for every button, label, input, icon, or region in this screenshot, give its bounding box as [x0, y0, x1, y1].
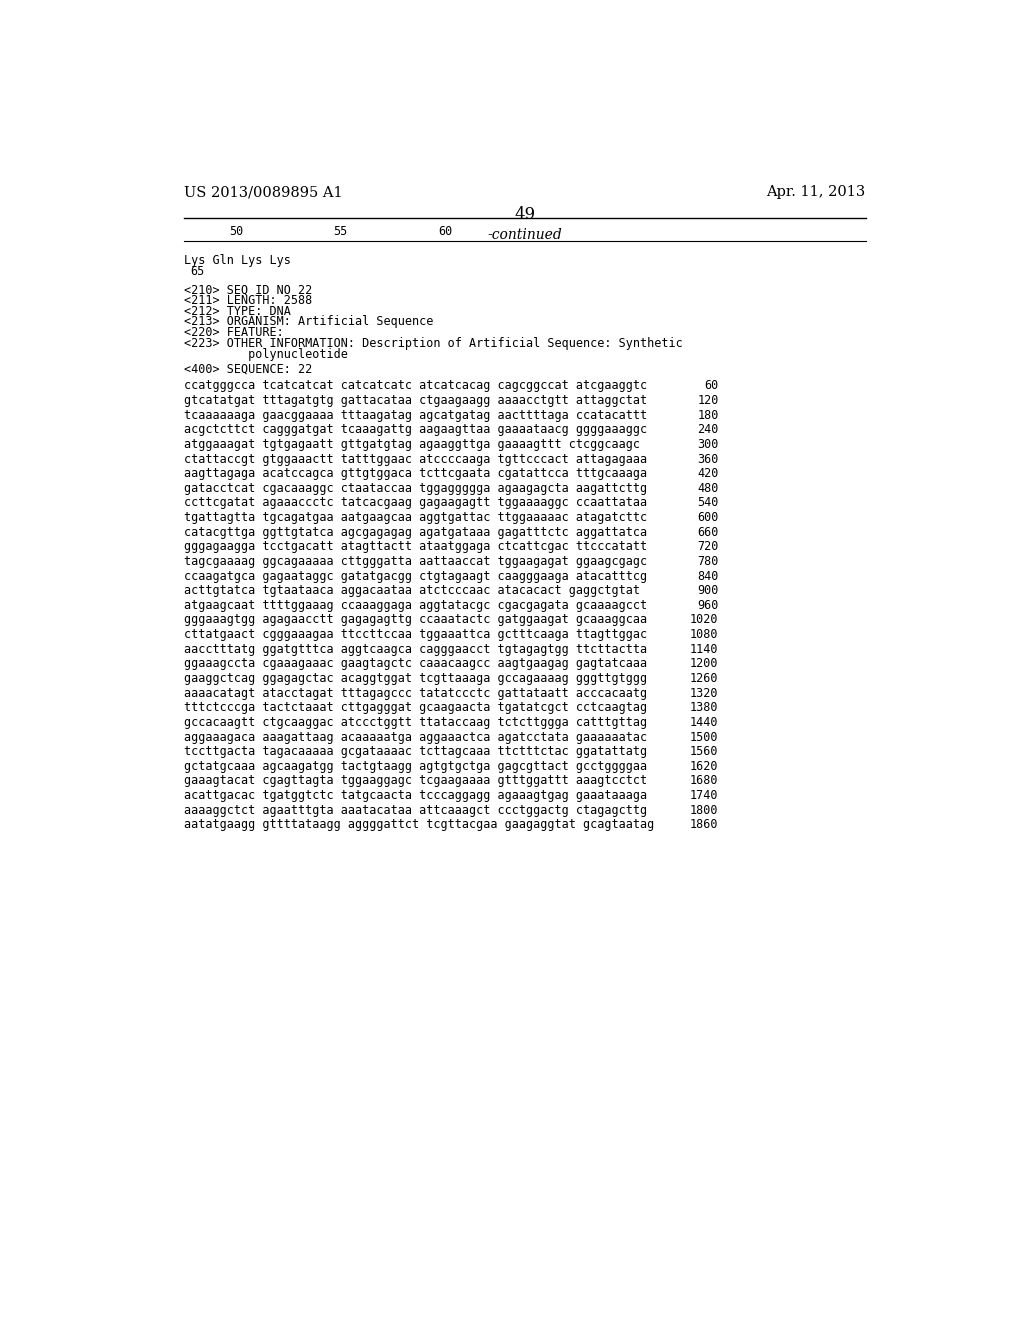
Text: <210> SEQ ID NO 22: <210> SEQ ID NO 22: [183, 284, 312, 296]
Text: aatatgaagg gttttataagg aggggattct tcgttacgaa gaagaggtat gcagtaatag: aatatgaagg gttttataagg aggggattct tcgtta…: [183, 818, 654, 832]
Text: 420: 420: [697, 467, 719, 480]
Text: 240: 240: [697, 424, 719, 437]
Text: tcaaaaaaga gaacggaaaa tttaagatag agcatgatag aacttttaga ccatacattt: tcaaaaaaga gaacggaaaa tttaagatag agcatga…: [183, 409, 647, 421]
Text: acgctcttct cagggatgat tcaaagattg aagaagttaa gaaaataacg ggggaaaggc: acgctcttct cagggatgat tcaaagattg aagaagt…: [183, 424, 647, 437]
Text: acattgacac tgatggtctc tatgcaacta tcccaggagg agaaagtgag gaaataaaga: acattgacac tgatggtctc tatgcaacta tcccagg…: [183, 789, 647, 803]
Text: 49: 49: [514, 206, 536, 223]
Text: 840: 840: [697, 570, 719, 582]
Text: 120: 120: [697, 395, 719, 407]
Text: 1020: 1020: [690, 614, 719, 627]
Text: 55: 55: [334, 226, 347, 239]
Text: gccacaagtt ctgcaaggac atccctggtt ttataccaag tctcttggga catttgttag: gccacaagtt ctgcaaggac atccctggtt ttatacc…: [183, 715, 647, 729]
Text: gatacctcat cgacaaaggc ctaataccaa tggaggggga agaagagcta aagattcttg: gatacctcat cgacaaaggc ctaataccaa tggaggg…: [183, 482, 647, 495]
Text: 1140: 1140: [690, 643, 719, 656]
Text: gaaagtacat cgagttagta tggaaggagc tcgaagaaaa gtttggattt aaagtcctct: gaaagtacat cgagttagta tggaaggagc tcgaaga…: [183, 775, 647, 788]
Text: <223> OTHER INFORMATION: Description of Artificial Sequence: Synthetic: <223> OTHER INFORMATION: Description of …: [183, 337, 683, 350]
Text: 780: 780: [697, 554, 719, 568]
Text: tttctcccga tactctaaat cttgagggat gcaagaacta tgatatcgct cctcaagtag: tttctcccga tactctaaat cttgagggat gcaagaa…: [183, 701, 647, 714]
Text: 1680: 1680: [690, 775, 719, 788]
Text: Lys Gln Lys Lys: Lys Gln Lys Lys: [183, 253, 291, 267]
Text: gggagaagga tcctgacatt atagttactt ataatggaga ctcattcgac ttcccatatt: gggagaagga tcctgacatt atagttactt ataatgg…: [183, 540, 647, 553]
Text: 1080: 1080: [690, 628, 719, 642]
Text: 50: 50: [228, 226, 243, 239]
Text: polynucleotide: polynucleotide: [183, 348, 348, 360]
Text: ccatgggcca tcatcatcat catcatcatc atcatcacag cagcggccat atcgaaggtc: ccatgggcca tcatcatcat catcatcatc atcatca…: [183, 379, 647, 392]
Text: US 2013/0089895 A1: US 2013/0089895 A1: [183, 185, 342, 199]
Text: 960: 960: [697, 599, 719, 612]
Text: 360: 360: [697, 453, 719, 466]
Text: tccttgacta tagacaaaaa gcgataaaac tcttagcaaa ttctttctac ggatattatg: tccttgacta tagacaaaaa gcgataaaac tcttagc…: [183, 744, 647, 758]
Text: aacctttatg ggatgtttca aggtcaagca cagggaacct tgtagagtgg ttcttactta: aacctttatg ggatgtttca aggtcaagca cagggaa…: [183, 643, 647, 656]
Text: 1800: 1800: [690, 804, 719, 817]
Text: <213> ORGANISM: Artificial Sequence: <213> ORGANISM: Artificial Sequence: [183, 315, 433, 329]
Text: 1740: 1740: [690, 789, 719, 803]
Text: <211> LENGTH: 2588: <211> LENGTH: 2588: [183, 294, 312, 308]
Text: 480: 480: [697, 482, 719, 495]
Text: aggaaagaca aaagattaag acaaaaatga aggaaactca agatcctata gaaaaaatac: aggaaagaca aaagattaag acaaaaatga aggaaac…: [183, 730, 647, 743]
Text: tagcgaaaag ggcagaaaaa cttgggatta aattaaccat tggaagagat ggaagcgagc: tagcgaaaag ggcagaaaaa cttgggatta aattaac…: [183, 554, 647, 568]
Text: 600: 600: [697, 511, 719, 524]
Text: <220> FEATURE:: <220> FEATURE:: [183, 326, 284, 339]
Text: 300: 300: [697, 438, 719, 451]
Text: gggaaagtgg agagaacctt gagagagttg ccaaatactc gatggaagat gcaaaggcaa: gggaaagtgg agagaacctt gagagagttg ccaaata…: [183, 614, 647, 627]
Text: 1860: 1860: [690, 818, 719, 832]
Text: aaaaggctct agaatttgta aaatacataa attcaaagct ccctggactg ctagagcttg: aaaaggctct agaatttgta aaatacataa attcaaa…: [183, 804, 647, 817]
Text: aagttagaga acatccagca gttgtggaca tcttcgaata cgatattcca tttgcaaaga: aagttagaga acatccagca gttgtggaca tcttcga…: [183, 467, 647, 480]
Text: 60: 60: [705, 379, 719, 392]
Text: ccttcgatat agaaaccctc tatcacgaag gagaagagtt tggaaaaggc ccaattataa: ccttcgatat agaaaccctc tatcacgaag gagaaga…: [183, 496, 647, 510]
Text: acttgtatca tgtaataaca aggacaataa atctcccaac atacacact gaggctgtat: acttgtatca tgtaataaca aggacaataa atctccc…: [183, 585, 640, 597]
Text: 1200: 1200: [690, 657, 719, 671]
Text: <212> TYPE: DNA: <212> TYPE: DNA: [183, 305, 291, 318]
Text: 900: 900: [697, 585, 719, 597]
Text: ctattaccgt gtggaaactt tatttggaac atccccaaga tgttcccact attagagaaa: ctattaccgt gtggaaactt tatttggaac atcccca…: [183, 453, 647, 466]
Text: gtcatatgat tttagatgtg gattacataa ctgaagaagg aaaacctgtt attaggctat: gtcatatgat tttagatgtg gattacataa ctgaaga…: [183, 395, 647, 407]
Text: 1500: 1500: [690, 730, 719, 743]
Text: 1260: 1260: [690, 672, 719, 685]
Text: 1320: 1320: [690, 686, 719, 700]
Text: tgattagtta tgcagatgaa aatgaagcaa aggtgattac ttggaaaaac atagatcttc: tgattagtta tgcagatgaa aatgaagcaa aggtgat…: [183, 511, 647, 524]
Text: atggaaagat tgtgagaatt gttgatgtag agaaggttga gaaaagttt ctcggcaagc: atggaaagat tgtgagaatt gttgatgtag agaaggt…: [183, 438, 640, 451]
Text: 60: 60: [438, 226, 453, 239]
Text: 540: 540: [697, 496, 719, 510]
Text: 65: 65: [190, 264, 204, 277]
Text: gaaggctcag ggagagctac acaggtggat tcgttaaaga gccagaaaag gggttgtggg: gaaggctcag ggagagctac acaggtggat tcgttaa…: [183, 672, 647, 685]
Text: <400> SEQUENCE: 22: <400> SEQUENCE: 22: [183, 363, 312, 375]
Text: gctatgcaaa agcaagatgg tactgtaagg agtgtgctga gagcgttact gcctggggaa: gctatgcaaa agcaagatgg tactgtaagg agtgtgc…: [183, 760, 647, 772]
Text: catacgttga ggttgtatca agcgagagag agatgataaa gagatttctc aggattatca: catacgttga ggttgtatca agcgagagag agatgat…: [183, 525, 647, 539]
Text: ccaagatgca gagaataggc gatatgacgg ctgtagaagt caagggaaga atacatttcg: ccaagatgca gagaataggc gatatgacgg ctgtaga…: [183, 570, 647, 582]
Text: 1560: 1560: [690, 744, 719, 758]
Text: 1620: 1620: [690, 760, 719, 772]
Text: 660: 660: [697, 525, 719, 539]
Text: ggaaagccta cgaaagaaac gaagtagctc caaacaagcc aagtgaagag gagtatcaaa: ggaaagccta cgaaagaaac gaagtagctc caaacaa…: [183, 657, 647, 671]
Text: cttatgaact cgggaaagaa ttccttccaa tggaaattca gctttcaaga ttagttggac: cttatgaact cgggaaagaa ttccttccaa tggaaat…: [183, 628, 647, 642]
Text: 1440: 1440: [690, 715, 719, 729]
Text: 1380: 1380: [690, 701, 719, 714]
Text: aaaacatagt atacctagat tttagagccc tatatccctc gattataatt acccacaatg: aaaacatagt atacctagat tttagagccc tatatcc…: [183, 686, 647, 700]
Text: 720: 720: [697, 540, 719, 553]
Text: -continued: -continued: [487, 227, 562, 242]
Text: atgaagcaat ttttggaaag ccaaaggaga aggtatacgc cgacgagata gcaaaagcct: atgaagcaat ttttggaaag ccaaaggaga aggtata…: [183, 599, 647, 612]
Text: 180: 180: [697, 409, 719, 421]
Text: Apr. 11, 2013: Apr. 11, 2013: [767, 185, 866, 199]
